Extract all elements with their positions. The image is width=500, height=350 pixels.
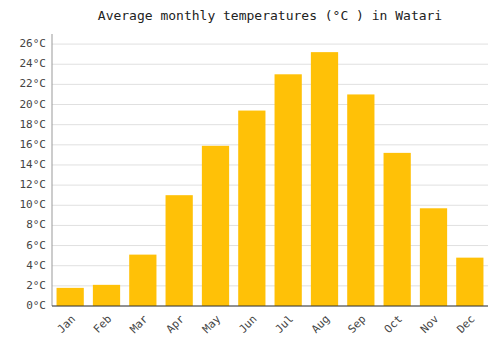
bar (275, 74, 302, 306)
grid-line (52, 84, 488, 85)
y-tick-label: 18°C (20, 118, 47, 131)
x-tick-label: Jul (273, 313, 296, 336)
y-tick-label: 20°C (20, 98, 47, 111)
y-tick-label: 12°C (20, 178, 47, 191)
y-tick-label: 16°C (20, 138, 47, 151)
grid-line (52, 185, 488, 186)
title: Average monthly temperatures (°C ) in Wa… (98, 8, 442, 23)
x-tick-label: Apr (164, 312, 188, 336)
y-tick-label: 2°C (26, 279, 46, 292)
x-tick-label: Aug (309, 313, 332, 336)
bar (93, 285, 120, 306)
grid-line (52, 205, 488, 206)
y-tick-label: 22°C (20, 77, 47, 90)
y-tick-label: 4°C (26, 259, 46, 272)
chart-container: Average monthly temperatures (°C ) in Wa… (0, 0, 500, 350)
y-tick-label: 6°C (26, 239, 46, 252)
y-tick-label: 14°C (20, 158, 47, 171)
grid-line (52, 306, 488, 307)
page: {"chart_data": {"type": "bar", "title": … (0, 0, 500, 350)
grid-line (52, 164, 488, 165)
y-tick-label: 26°C (20, 37, 47, 50)
bar (384, 153, 411, 306)
grid-line (52, 44, 488, 45)
x-tick-label: Jan (55, 313, 78, 336)
bar (311, 52, 338, 306)
x-tick-label: Feb (91, 313, 114, 336)
bar (420, 208, 447, 306)
grid-line (52, 64, 488, 65)
bar (238, 111, 265, 306)
x-axis-line (52, 306, 488, 307)
x-tick-label: Mar (127, 312, 151, 336)
y-tick-label: 0°C (26, 299, 46, 312)
bar (202, 146, 229, 306)
grid-line (52, 144, 488, 145)
y-tick-label: 8°C (26, 218, 46, 231)
grid-line (52, 124, 488, 125)
chart: Average monthly temperatures (°C ) in Wa… (0, 0, 500, 350)
y-axis-line (52, 34, 53, 306)
y-tick-label: 24°C (20, 57, 47, 70)
grid-line (52, 104, 488, 105)
grid (52, 44, 488, 306)
y-axis: 0°C 2°C 4°C 6°C 8°C 10°C 12°C 14°C 16°C 18°C 20°C 2… (20, 34, 53, 312)
x-tick-label: Nov (418, 312, 442, 336)
y-tick-label: 10°C (20, 198, 47, 211)
x-tick-label: Sep (345, 313, 368, 336)
bars (57, 52, 484, 306)
bar (456, 258, 483, 306)
x-axis: Jan Feb Mar Apr May Jun Jul Aug Sep Oct Nov Dec (52, 306, 488, 336)
bar (347, 94, 374, 306)
bar (129, 255, 156, 306)
bar (57, 288, 84, 306)
bar (166, 195, 193, 306)
x-tick-label: Dec (454, 313, 477, 336)
x-tick-label: Oct (382, 313, 405, 336)
x-tick-label: May (200, 312, 224, 336)
x-tick-label: Jun (236, 313, 259, 336)
